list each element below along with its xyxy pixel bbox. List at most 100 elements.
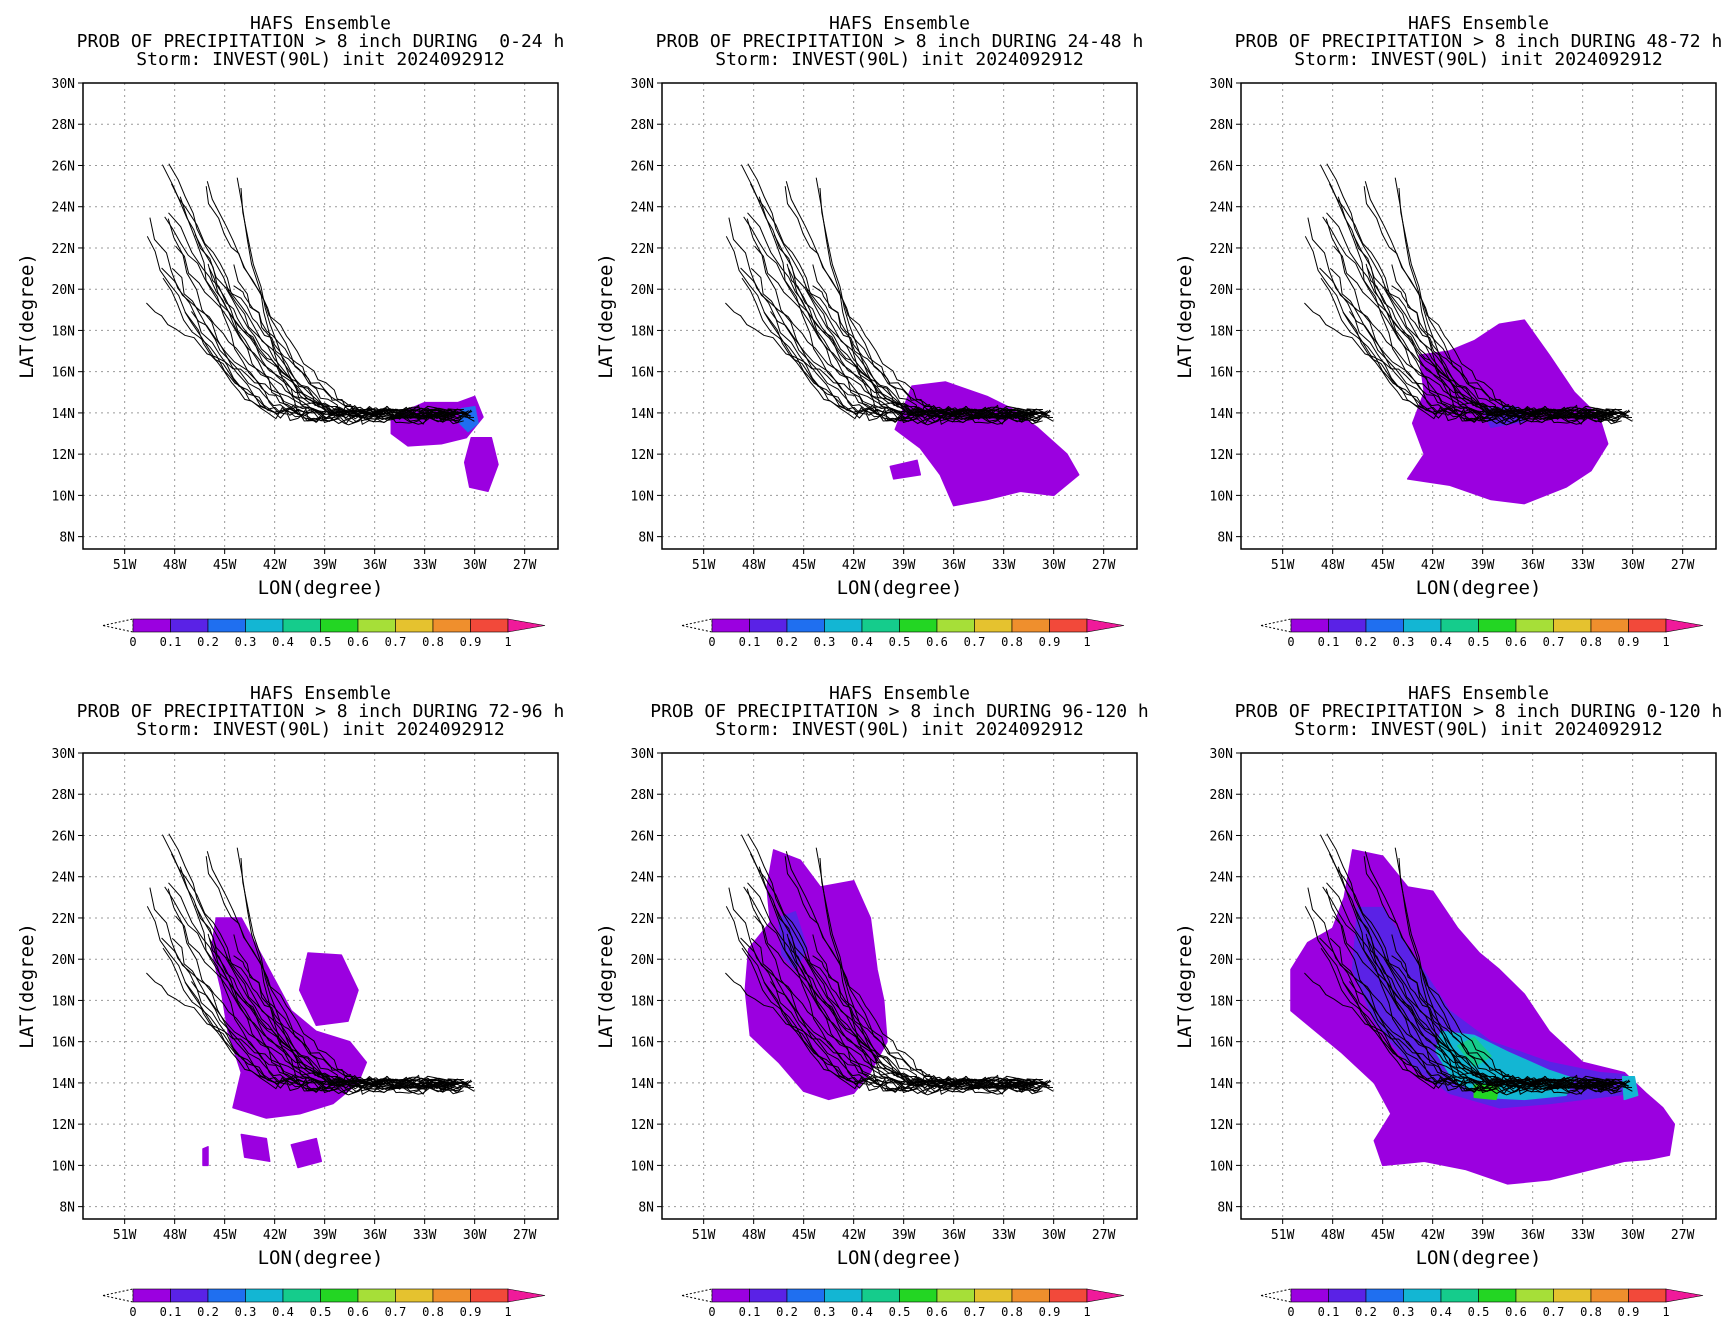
y-tick-label: 14N — [1210, 407, 1233, 422]
x-tick-label: 36W — [363, 558, 387, 573]
colorbar-swatch-2 — [1328, 1288, 1367, 1303]
colorbar-swatch-9 — [1590, 618, 1629, 633]
x-tick-label: 36W — [942, 1228, 966, 1243]
track-line-25 — [1391, 934, 1628, 1086]
colorbar-swatch-5 — [861, 618, 900, 633]
colorbar-tick-label: 0.8 — [1580, 1305, 1602, 1319]
colorbar-swatch-1 — [711, 618, 750, 633]
colorbar-swatch-4 — [1403, 618, 1442, 633]
track-line-10 — [784, 186, 1051, 417]
track-line-10 — [205, 186, 472, 417]
track-line-7 — [746, 218, 1039, 419]
y-axis-label: LAT(degree) — [1174, 253, 1196, 379]
track-line-13 — [804, 956, 1052, 1085]
x-tick-label: 30W — [1621, 558, 1645, 573]
y-tick-label: 22N — [52, 912, 75, 927]
storm-label: Storm: INVEST(90L) init 2024092912 — [715, 49, 1083, 70]
colorbar-tick-label: 0.4 — [1430, 635, 1452, 649]
x-tick-label: 39W — [313, 1228, 337, 1243]
track-line-23 — [743, 216, 1054, 420]
colorbar: 0 0.1 0.2 0.3 0.4 0.5 0.6 0.7 0.8 0.9 1 — [102, 618, 546, 649]
ensemble-tracks — [725, 833, 1054, 1096]
plot-frame — [1240, 752, 1717, 1220]
colorbar-swatch-1 — [711, 1288, 750, 1303]
track-line-21 — [149, 217, 463, 420]
y-tick-label: 18N — [631, 994, 654, 1009]
y-tick-label: 26N — [52, 829, 75, 844]
y-tick-label: 28N — [52, 788, 75, 803]
y-tick-label: 16N — [1210, 366, 1233, 381]
colorbar-swatch-8 — [1553, 1288, 1592, 1303]
x-tick-label: 36W — [1521, 558, 1545, 573]
y-tick-label: 20N — [631, 283, 654, 298]
y-tick-label: 16N — [631, 366, 654, 381]
track-line-18 — [175, 245, 471, 420]
probability-field — [889, 381, 1080, 507]
track-line-12 — [161, 164, 464, 417]
plot-frame — [82, 82, 559, 550]
colorbar-tick-label: 0.5 — [310, 1305, 332, 1319]
x-tick-label: 48W — [1321, 1228, 1345, 1243]
track-line-14 — [1398, 857, 1616, 1096]
colorbar-swatch-10 — [1049, 618, 1088, 633]
y-tick-label: 12N — [631, 1118, 654, 1133]
colorbar-tick-label: 0 — [129, 1305, 136, 1319]
track-line-13 — [1383, 956, 1631, 1085]
colorbar-tick-label: 0.4 — [851, 1305, 873, 1319]
chart-subtitle: PROB OF PRECIPITATION > 8 inch DURING 0-… — [1235, 701, 1723, 722]
x-tick-label: 36W — [942, 558, 966, 573]
track-line-2 — [170, 183, 475, 422]
x-tick-label: 48W — [1321, 558, 1345, 573]
colorbar-swatch-5 — [861, 1288, 900, 1303]
colorbar-tick-label: 1 — [1083, 635, 1090, 649]
chart-subtitle: PROB OF PRECIPITATION > 8 inch DURING 96… — [650, 701, 1149, 722]
track-line-21 — [149, 887, 463, 1090]
colorbar-swatch-2 — [170, 618, 209, 633]
storm-label: Storm: INVEST(90L) init 2024092912 — [715, 719, 1083, 740]
track-line-15 — [236, 177, 459, 424]
track-line-15 — [1394, 177, 1617, 424]
y-tick-label: 24N — [631, 201, 654, 216]
colorbar-tick-label: 0.7 — [385, 635, 407, 649]
colorbar-swatch-9 — [432, 1288, 471, 1303]
y-tick-label: 26N — [1210, 159, 1233, 174]
probability-region-1 — [894, 381, 1080, 507]
x-tick-label: 27W — [513, 558, 537, 573]
colorbar-swatch-5 — [282, 618, 321, 633]
colorbar-tick-label: 0 — [1287, 635, 1294, 649]
colorbar-swatch-8 — [974, 1288, 1013, 1303]
chart-subtitle: PROB OF PRECIPITATION > 8 inch DURING 48… — [1235, 31, 1723, 52]
colorbar-swatch-2 — [749, 618, 788, 633]
colorbar-tick-label: 1 — [1662, 635, 1669, 649]
colorbar-tick-label: 0 — [1287, 1305, 1294, 1319]
y-tick-label: 26N — [52, 159, 75, 174]
ensemble-tracks — [1304, 833, 1633, 1096]
x-tick-label: 45W — [792, 1228, 816, 1243]
colorbar-swatch-10 — [1628, 1288, 1667, 1303]
colorbar-tick-label: 0.3 — [1393, 635, 1415, 649]
track-line-25 — [233, 934, 470, 1086]
track-line-14 — [240, 857, 458, 1096]
colorbar-swatch-1 — [1290, 1288, 1329, 1303]
colorbar-over-triangle — [507, 618, 546, 633]
colorbar-tick-label: 0.2 — [776, 635, 798, 649]
ensemble-tracks — [146, 163, 475, 426]
y-tick-label: 28N — [631, 788, 654, 803]
colorbar-swatch-6 — [1478, 1288, 1517, 1303]
chart-subtitle: PROB OF PRECIPITATION > 8 inch DURING 0-… — [77, 31, 565, 52]
track-line-21 — [1307, 217, 1621, 420]
colorbar-swatch-8 — [1553, 618, 1592, 633]
colorbar-swatch-3 — [786, 1288, 825, 1303]
colorbar-tick-label: 0.6 — [926, 635, 948, 649]
x-tick-label: 48W — [163, 558, 187, 573]
colorbar-tick-label: 0.7 — [964, 1305, 986, 1319]
x-tick-label: 30W — [1621, 1228, 1645, 1243]
colorbar-tick-label: 0.6 — [347, 1305, 369, 1319]
x-tick-label: 27W — [1671, 1228, 1695, 1243]
probability-region-2 — [463, 436, 499, 493]
colorbar-swatch-8 — [395, 618, 434, 633]
track-line-22 — [747, 163, 1042, 420]
x-tick-label: 39W — [313, 558, 337, 573]
track-line-13 — [225, 286, 473, 415]
